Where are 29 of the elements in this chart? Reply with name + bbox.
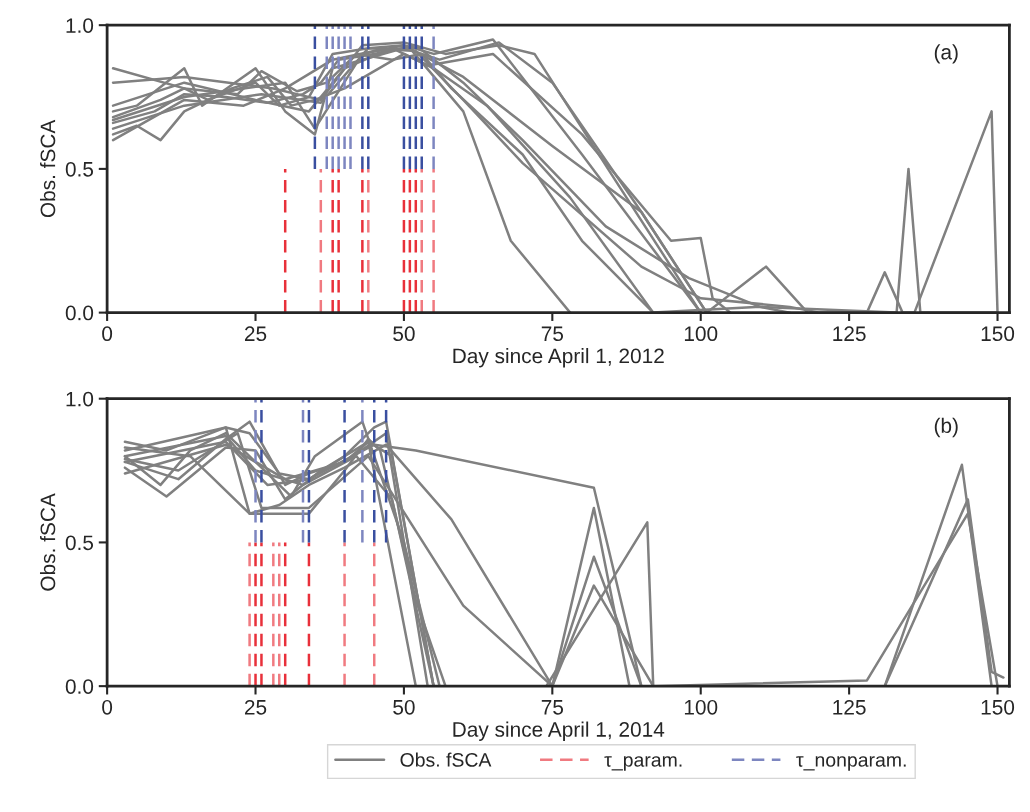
y-tick-label: 0.5 xyxy=(65,161,94,177)
annotation: (b) xyxy=(934,417,958,438)
x-tick-label: 100 xyxy=(684,699,718,715)
y-tick-label: 1.0 xyxy=(66,391,94,407)
x-tick-label: 100 xyxy=(684,326,718,342)
x-tick-label: 125 xyxy=(833,699,866,715)
y-tick-label: 0.0 xyxy=(65,679,94,694)
legend-label: τ_nonparam. xyxy=(796,756,906,771)
y-tick-label: 1.0 xyxy=(66,18,94,33)
y-tick-label: 0.0 xyxy=(65,305,94,321)
x-tick-label: 0 xyxy=(102,326,113,342)
x-tick-label: 150 xyxy=(981,699,1015,715)
x-tick-label: 25 xyxy=(244,326,267,342)
x-axis-title: Day since April 1, 2014 xyxy=(453,721,665,741)
y-tick-label: 0.5 xyxy=(65,535,94,551)
annotation: (a) xyxy=(934,44,958,64)
x-axis-title: Day since April 1, 2012 xyxy=(453,348,664,368)
y-axis-title: Obs. fSCA xyxy=(39,119,56,218)
x-tick-label: 75 xyxy=(541,326,564,342)
x-tick-label: 75 xyxy=(541,700,564,715)
y-axis-title: Obs. fSCA xyxy=(39,493,56,591)
x-tick-label: 0 xyxy=(102,699,113,715)
x-tick-label: 50 xyxy=(393,326,415,342)
x-tick-label: 25 xyxy=(244,699,267,715)
legend-label: Obs. fSCA xyxy=(400,752,492,767)
legend-label: τ_param. xyxy=(604,756,682,771)
x-tick-label: 50 xyxy=(393,699,415,715)
x-tick-label: 150 xyxy=(981,326,1015,342)
x-tick-label: 125 xyxy=(833,326,866,342)
